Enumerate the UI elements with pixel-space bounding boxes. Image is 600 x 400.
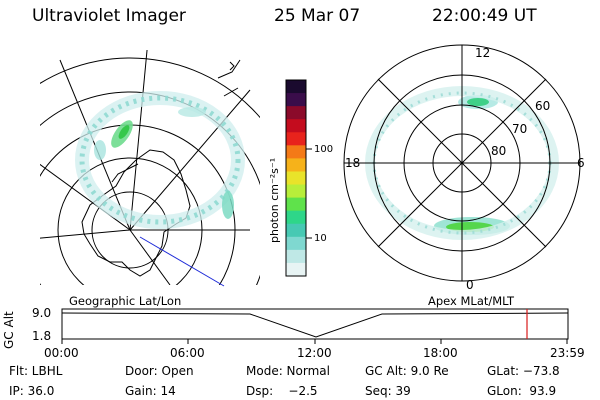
colorbar-segment bbox=[286, 93, 306, 107]
timeline-x-tick: 18:00 bbox=[423, 346, 458, 360]
status-door: Door: Open bbox=[125, 364, 194, 378]
lat-circle bbox=[40, 57, 260, 119]
colorbar-segment bbox=[286, 80, 306, 94]
status-filter: Flt: LBHL bbox=[9, 364, 63, 378]
colorbar-segment bbox=[286, 145, 306, 159]
coastline bbox=[111, 163, 139, 183]
altitude-curve bbox=[61, 312, 569, 338]
colorbar-unit-label: photon cm⁻²s⁻¹ bbox=[268, 158, 281, 243]
timeline-y-tick: 9.0 bbox=[32, 306, 52, 320]
colorbar-segment bbox=[286, 119, 306, 133]
geographic-map-label: Geographic Lat/Lon bbox=[69, 294, 182, 308]
terminator-line bbox=[139, 236, 225, 287]
lat-circle bbox=[40, 91, 260, 285]
altitude-timeline: GC Alt bbox=[2, 308, 569, 349]
colorbar-segment bbox=[286, 210, 306, 225]
lon-line bbox=[129, 89, 251, 231]
time-label: 22:00:49 UT bbox=[432, 6, 537, 26]
mlt-line bbox=[377, 78, 547, 248]
mlt-label-18: 18 bbox=[345, 156, 360, 170]
status-gain: Gain: 14 bbox=[125, 384, 176, 398]
lon-line bbox=[40, 229, 131, 239]
colorbar-segment bbox=[286, 184, 306, 199]
apex-polar-plot: 12 18 6 0 60 70 80 bbox=[343, 44, 585, 292]
colorbar-segment bbox=[286, 249, 306, 264]
mlat-label-60: 60 bbox=[535, 99, 550, 113]
status-dsp: Dsp: −2.5 bbox=[246, 384, 318, 398]
colorbar-segment bbox=[286, 171, 306, 186]
colorbar-segment bbox=[286, 132, 306, 146]
coastline bbox=[217, 59, 241, 97]
colorbar-segment bbox=[286, 223, 306, 238]
status-seq: Seq: 39 bbox=[365, 384, 411, 398]
apex-map-label: Apex MLat/MLT bbox=[428, 294, 515, 308]
colorbar-frame bbox=[285, 79, 307, 277]
colorbar-segment bbox=[286, 262, 306, 277]
instrument-title: Ultraviolet Imager bbox=[32, 6, 186, 26]
status-mode: Mode: Normal bbox=[246, 364, 330, 378]
timeline-y-axis-label: GC Alt bbox=[2, 311, 16, 349]
timeline-x-tick: 06:00 bbox=[170, 346, 205, 360]
lon-line bbox=[129, 229, 171, 285]
status-gc-alt: GC Alt: 9.0 Re bbox=[365, 364, 449, 378]
geographic-map bbox=[40, 50, 260, 287]
mlt-label-0: 0 bbox=[466, 278, 474, 292]
colorbar bbox=[285, 79, 307, 277]
colorbar-segment bbox=[286, 106, 306, 120]
colorbar-segment bbox=[286, 197, 306, 212]
mlat-label-70: 70 bbox=[512, 122, 527, 136]
timeline-x-tick: 23:59 bbox=[550, 346, 585, 360]
map-marker bbox=[229, 61, 235, 71]
status-ip: IP: 36.0 bbox=[9, 384, 55, 398]
timeline-y-tick: 1.8 bbox=[32, 329, 52, 343]
status-glat: GLat: −73.8 bbox=[487, 364, 560, 378]
colorbar-segment bbox=[286, 158, 306, 173]
mlat-label-80: 80 bbox=[491, 144, 506, 158]
colorbar-tick: 10 bbox=[314, 233, 327, 244]
status-glon: GLon: 93.9 bbox=[487, 384, 557, 398]
timeline-x-tick: 00:00 bbox=[44, 346, 79, 360]
lon-line bbox=[129, 50, 148, 231]
colorbar-segment bbox=[286, 236, 306, 251]
timeline-x-tick: 12:00 bbox=[297, 346, 332, 360]
mlt-label-12: 12 bbox=[475, 46, 490, 60]
date-label: 25 Mar 07 bbox=[274, 6, 361, 26]
colorbar-tick: 100 bbox=[314, 144, 333, 155]
mlt-label-6: 6 bbox=[577, 156, 585, 170]
